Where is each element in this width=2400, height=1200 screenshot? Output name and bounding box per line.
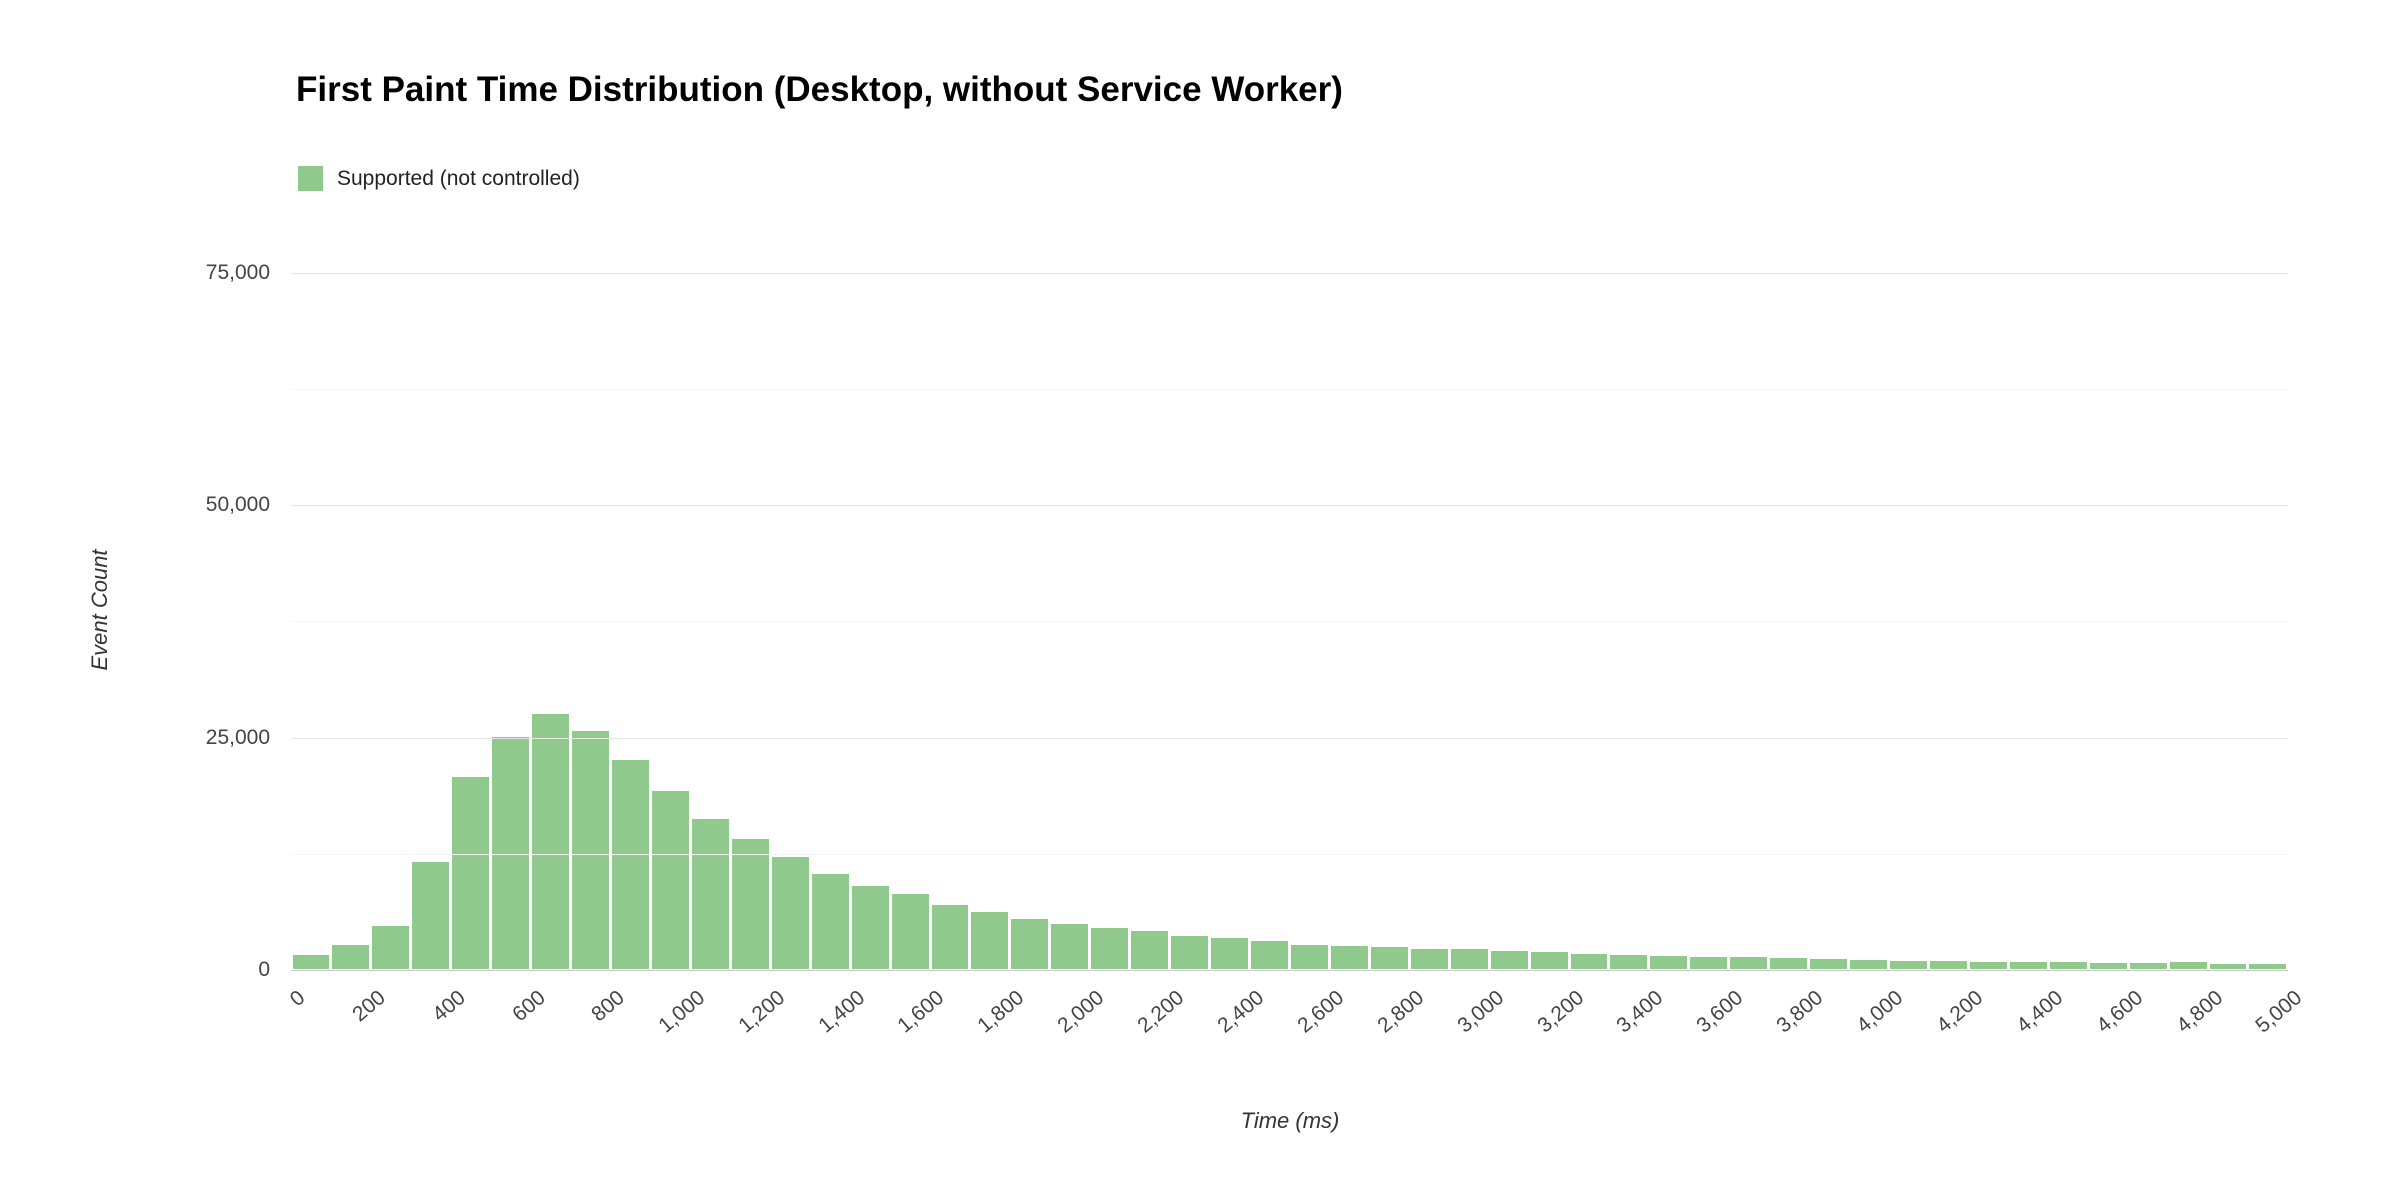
histogram-bar[interactable] xyxy=(2089,962,2127,969)
histogram-bar[interactable] xyxy=(532,714,570,969)
histogram-bar[interactable] xyxy=(1690,956,1728,969)
gridline-minor xyxy=(291,621,2288,623)
x-tick-label: 3,800 xyxy=(1772,986,1828,1038)
x-tick-label: 2,200 xyxy=(1133,986,1189,1038)
histogram-bar[interactable] xyxy=(1969,961,2007,969)
x-tick-label: 4,200 xyxy=(1932,986,1988,1038)
x-tick-label: 200 xyxy=(348,986,390,1027)
histogram-bar[interactable] xyxy=(1730,957,1768,969)
histogram-bar[interactable] xyxy=(1810,958,1848,969)
gridline-major xyxy=(291,272,2288,274)
y-tick-label: 75,000 xyxy=(205,260,270,284)
x-tick-label: 400 xyxy=(427,986,470,1027)
histogram-bar[interactable] xyxy=(691,819,729,969)
histogram-bar[interactable] xyxy=(1410,948,1448,969)
x-tick-label: 2,800 xyxy=(1373,986,1429,1038)
x-tick-label: 3,200 xyxy=(1532,986,1588,1038)
x-tick-label: 1,600 xyxy=(893,986,949,1038)
x-tick-label: 1,200 xyxy=(734,986,790,1038)
histogram-bar[interactable] xyxy=(1850,959,1887,969)
y-tick-label: 50,000 xyxy=(205,493,270,517)
histogram-bar[interactable] xyxy=(651,791,689,969)
histogram-bar[interactable] xyxy=(492,736,530,969)
histogram-bar[interactable] xyxy=(2049,962,2087,969)
legend: Supported (not controlled) xyxy=(298,166,580,191)
histogram-bar[interactable] xyxy=(891,893,929,969)
x-tick-label: 2,600 xyxy=(1293,986,1349,1038)
x-tick-label: 5,000 xyxy=(2251,986,2307,1038)
histogram-bar[interactable] xyxy=(2009,962,2047,969)
x-tick-label: 4,800 xyxy=(2171,986,2227,1038)
histogram-bar[interactable] xyxy=(2129,962,2167,969)
histogram-bar[interactable] xyxy=(971,912,1009,969)
histogram-bar[interactable] xyxy=(2209,963,2247,969)
histogram-bar[interactable] xyxy=(1610,955,1648,969)
histogram-bar[interactable] xyxy=(1490,951,1528,969)
histogram-bar[interactable] xyxy=(2169,962,2207,969)
histogram-bar[interactable] xyxy=(1211,938,1248,969)
histogram-bar[interactable] xyxy=(1570,954,1608,969)
y-tick-label: 25,000 xyxy=(205,725,270,749)
x-tick-label: 800 xyxy=(587,986,630,1027)
histogram-bar[interactable] xyxy=(1251,941,1288,969)
x-axis-baseline xyxy=(291,970,2288,971)
gridline-major xyxy=(291,737,2288,739)
x-tick-label: 4,400 xyxy=(2012,986,2068,1038)
y-axis-title: Event Count xyxy=(87,549,112,671)
x-tick-label: 3,600 xyxy=(1692,986,1748,1038)
x-tick-label: 3,000 xyxy=(1452,986,1508,1038)
histogram-bar[interactable] xyxy=(572,730,609,969)
plot-area xyxy=(291,239,2288,971)
bars-group xyxy=(291,239,2288,969)
histogram-bar[interactable] xyxy=(931,904,969,969)
histogram-bar[interactable] xyxy=(1450,949,1488,969)
histogram-bar[interactable] xyxy=(851,886,889,969)
histogram-bar[interactable] xyxy=(332,944,370,969)
x-tick-label: 4,000 xyxy=(1852,986,1908,1038)
histogram-bar[interactable] xyxy=(1171,935,1209,969)
histogram-bar[interactable] xyxy=(372,926,410,969)
histogram-bar[interactable] xyxy=(771,857,809,969)
histogram-bar[interactable] xyxy=(1770,958,1808,969)
x-tick-label: 0 xyxy=(286,986,310,1012)
legend-swatch-icon xyxy=(298,166,323,191)
histogram-bar[interactable] xyxy=(1890,960,1927,969)
histogram-bar[interactable] xyxy=(1051,924,1089,969)
histogram-bar[interactable] xyxy=(1530,952,1568,969)
x-tick-label: 4,600 xyxy=(2091,986,2148,1038)
histogram-bar[interactable] xyxy=(1290,944,1328,969)
x-tick-label: 1,400 xyxy=(813,986,869,1038)
histogram-bar[interactable] xyxy=(1011,918,1049,969)
histogram-bar[interactable] xyxy=(412,862,450,969)
histogram-bar[interactable] xyxy=(1091,928,1129,969)
histogram-bar[interactable] xyxy=(1131,930,1169,969)
x-tick-label: 2,400 xyxy=(1213,986,1269,1038)
x-tick-label: 1,800 xyxy=(973,986,1029,1038)
histogram-bar[interactable] xyxy=(731,838,769,969)
x-tick-label: 2,000 xyxy=(1053,986,1109,1038)
y-tick-label: 0 xyxy=(258,958,270,981)
x-tick-label: 600 xyxy=(507,986,550,1027)
gridline-major xyxy=(291,505,2288,507)
gridline-minor xyxy=(291,388,2288,390)
histogram-bar[interactable] xyxy=(1650,955,1688,969)
chart-title: First Paint Time Distribution (Desktop, … xyxy=(296,70,1343,109)
histogram-bar[interactable] xyxy=(1370,946,1408,969)
gridline-minor xyxy=(291,853,2288,855)
legend-label: Supported (not controlled) xyxy=(337,166,580,190)
histogram-bar[interactable] xyxy=(452,777,490,969)
histogram-bar[interactable] xyxy=(612,759,649,969)
histogram-bar[interactable] xyxy=(292,955,330,969)
histogram-bar[interactable] xyxy=(811,874,849,969)
x-tick-label: 1,000 xyxy=(654,986,710,1038)
x-tick-label: 3,400 xyxy=(1612,986,1668,1038)
histogram-bar[interactable] xyxy=(1929,961,1967,969)
x-axis-title: Time (ms) xyxy=(1240,1108,1340,1133)
histogram-bar[interactable] xyxy=(2249,964,2287,969)
histogram-bar[interactable] xyxy=(1330,945,1368,969)
